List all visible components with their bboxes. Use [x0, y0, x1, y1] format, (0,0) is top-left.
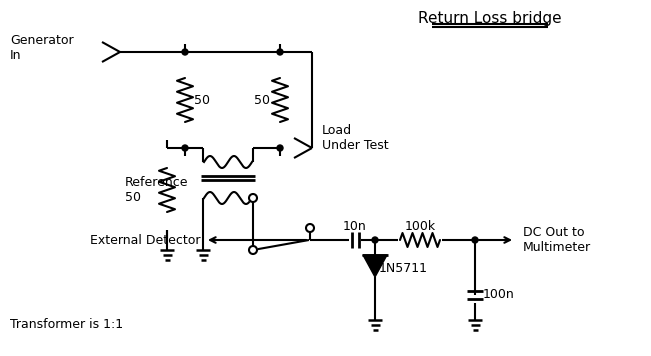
Polygon shape — [363, 255, 387, 277]
Circle shape — [277, 145, 283, 151]
Text: 1N5711: 1N5711 — [379, 262, 428, 276]
Text: Load
Under Test: Load Under Test — [322, 124, 389, 152]
Circle shape — [249, 194, 257, 202]
Text: 100n: 100n — [483, 288, 515, 302]
Text: Generator
In: Generator In — [10, 34, 74, 62]
Text: 100k: 100k — [404, 220, 436, 232]
Circle shape — [249, 246, 257, 254]
Text: Return Loss bridge: Return Loss bridge — [418, 10, 562, 26]
Circle shape — [306, 224, 314, 232]
Text: 50: 50 — [254, 94, 270, 106]
Text: Transformer is 1:1: Transformer is 1:1 — [10, 319, 123, 331]
Text: 50: 50 — [194, 94, 210, 106]
Circle shape — [472, 237, 478, 243]
Circle shape — [372, 237, 378, 243]
Text: Reference
50: Reference 50 — [125, 176, 189, 204]
Text: DC Out to
Multimeter: DC Out to Multimeter — [523, 226, 591, 254]
Circle shape — [277, 49, 283, 55]
Circle shape — [182, 49, 188, 55]
Circle shape — [182, 145, 188, 151]
Text: External Detector: External Detector — [89, 234, 200, 246]
Text: 10n: 10n — [343, 220, 367, 232]
